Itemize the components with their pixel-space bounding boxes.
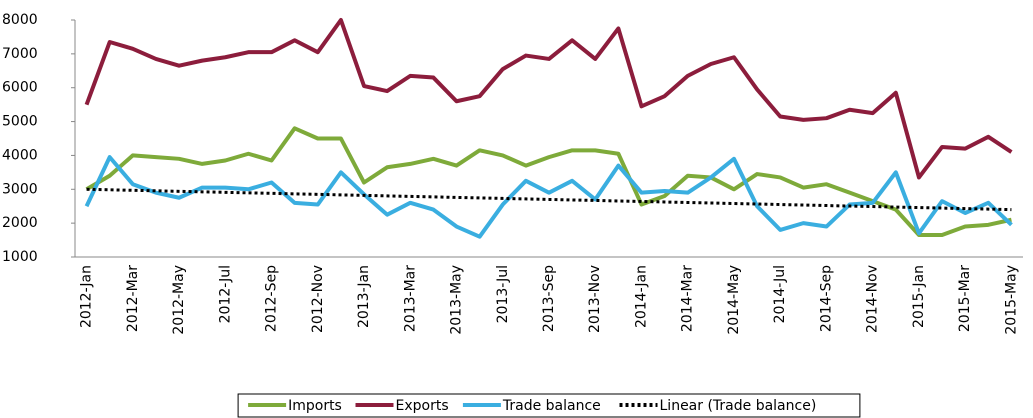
x-tick-label: 2012-Jul — [217, 265, 233, 323]
x-tick-label: 2013-Jul — [495, 265, 511, 323]
legend-label: Linear (Trade balance) — [660, 398, 817, 414]
y-tick-label: 8000 — [2, 12, 38, 28]
x-tick-label: 2012-Mar — [125, 265, 141, 332]
x-tick-label: 2015-Jan — [911, 265, 927, 328]
x-tick-label: 2013-May — [449, 265, 465, 335]
x-tick-label: 2013-Nov — [587, 265, 603, 333]
series-line — [86, 187, 1012, 212]
series-line — [84, 155, 1013, 239]
x-tick-label: 2014-Jul — [772, 265, 788, 323]
y-tick-label: 2000 — [2, 215, 38, 231]
x-tick-label: 2015-Mar — [957, 265, 973, 332]
x-tick-label: 2014-Sep — [818, 265, 834, 332]
x-tick-label: 2014-Mar — [680, 265, 696, 332]
y-tick-label: 5000 — [2, 114, 38, 130]
y-tick-label: 1000 — [2, 249, 38, 265]
x-tick-label: 2013-Jan — [356, 265, 372, 328]
y-tick-label: 3000 — [2, 181, 38, 197]
x-tick-label: 2012-Nov — [310, 265, 326, 333]
x-tick-label: 2015-May — [1003, 265, 1019, 335]
x-tick-label: 2014-Nov — [865, 265, 881, 333]
x-tick-label: 2013-Mar — [402, 265, 418, 332]
x-tick-label: 2013-Sep — [541, 265, 557, 332]
x-tick-label: 2014-Jan — [633, 265, 649, 328]
series-line — [85, 126, 1012, 237]
y-tick-label: 4000 — [2, 147, 38, 163]
series-line — [84, 18, 1013, 180]
x-tick-label: 2012-May — [171, 265, 187, 335]
y-tick-label: 7000 — [2, 46, 38, 62]
legend-label: Trade balance — [502, 398, 601, 414]
x-tick-label: 2014-May — [726, 265, 742, 335]
y-tick-label: 6000 — [2, 80, 38, 96]
legend-label: Imports — [288, 398, 342, 414]
x-tick-label: 2012-Sep — [264, 265, 280, 332]
legend-label: Exports — [396, 398, 449, 414]
x-tick-label: 2012-Jan — [79, 265, 95, 328]
legend-box — [237, 393, 861, 418]
